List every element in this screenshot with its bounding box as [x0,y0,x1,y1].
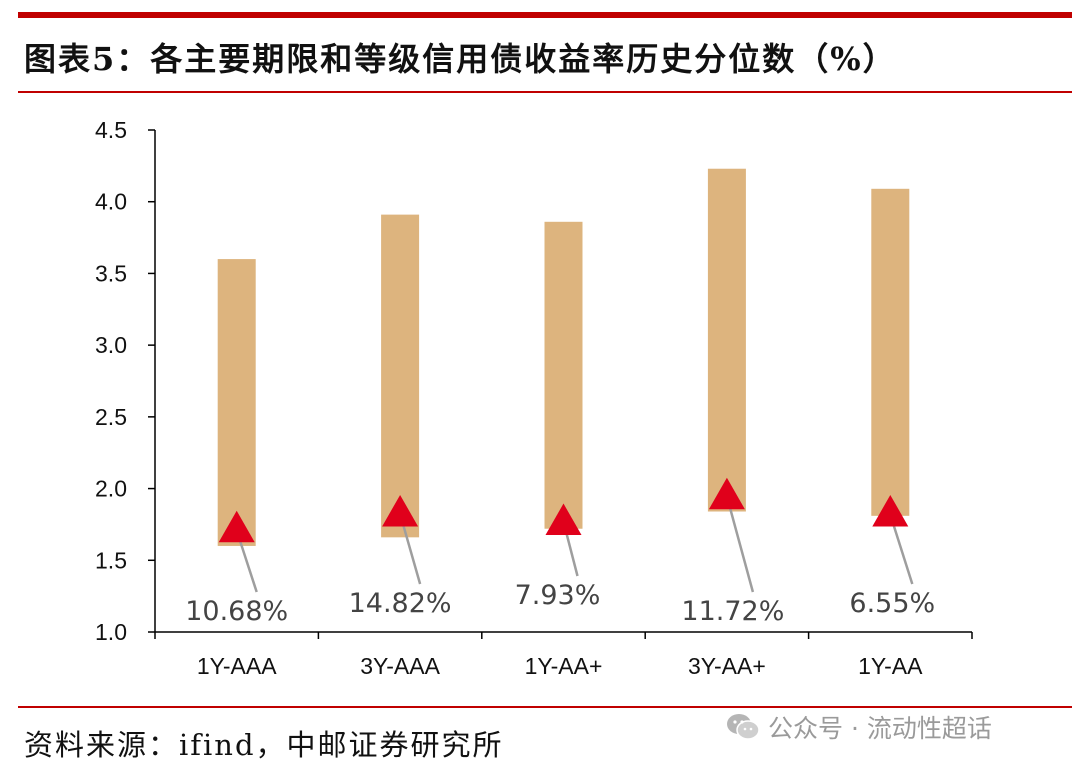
watermark: 公众号 · 流动性超话 [726,709,992,745]
current-marker [708,477,745,510]
x-axis: 1Y-AAA 3Y-AAA 1Y-AA+ 3Y-AA+ 1Y-AA [154,631,973,679]
leader-line [564,529,579,577]
y-tick-label: 2.0 [95,476,127,502]
x-tick-label: 3Y-AAA [360,653,440,679]
leader-line [727,503,755,593]
watermark-text: 公众号 · 流动性超话 [768,714,992,743]
range-bar [544,221,583,529]
top-rule [18,12,1072,18]
range-bars [217,168,910,546]
current-marker [382,494,419,527]
current-marker [218,510,255,543]
range-bar [381,214,420,538]
percentile-labels: 10.68% 14.82% 7.93% 11.72% 6.55% [185,580,935,627]
chart-title: 图表5：各主要期限和等级信用债收益率历史分位数（%） [24,40,897,78]
title-rule [18,91,1072,93]
current-marker [545,503,582,536]
percentile-label: 6.55% [849,588,935,619]
y-tick-label: 3.0 [95,332,127,358]
percentile-label: 11.72% [681,596,784,627]
percentile-label: 14.82% [349,588,452,619]
y-tick-label: 1.5 [95,547,127,573]
source-note: 资料来源：ifind，中邮证券研究所 [24,728,504,762]
percentile-label: 10.68% [185,596,288,627]
x-tick-label: 3Y-AA+ [688,653,766,679]
current-marker [872,494,909,527]
range-bar [217,259,256,546]
y-axis: 1.0 1.5 2.0 2.5 3.0 3.5 4.0 4.5 [95,117,156,645]
wechat-icon [727,714,760,740]
range-bar [871,188,910,516]
y-tick-label: 3.5 [95,260,127,286]
leader-line [237,536,258,593]
y-tick-label: 4.5 [95,117,127,143]
y-tick-label: 2.5 [95,404,127,430]
range-bar [707,168,746,512]
leader-line [891,520,914,585]
x-tick-label: 1Y-AA+ [525,653,603,679]
leader-line [400,520,422,585]
x-tick-label: 1Y-AAA [197,653,277,679]
chart: 1.01.52.02.53.03.54.04.5 1Y-AAA 3Y-AAA 1Y-… [95,117,973,679]
y-tick-label: 4.0 [95,189,127,215]
y-tick-label: 1.0 [95,619,127,645]
percentile-label: 7.93% [515,580,601,611]
source-rule [18,706,1072,708]
leader-lines [237,503,914,593]
x-tick-label: 1Y-AA [858,653,923,679]
current-markers [218,477,909,543]
